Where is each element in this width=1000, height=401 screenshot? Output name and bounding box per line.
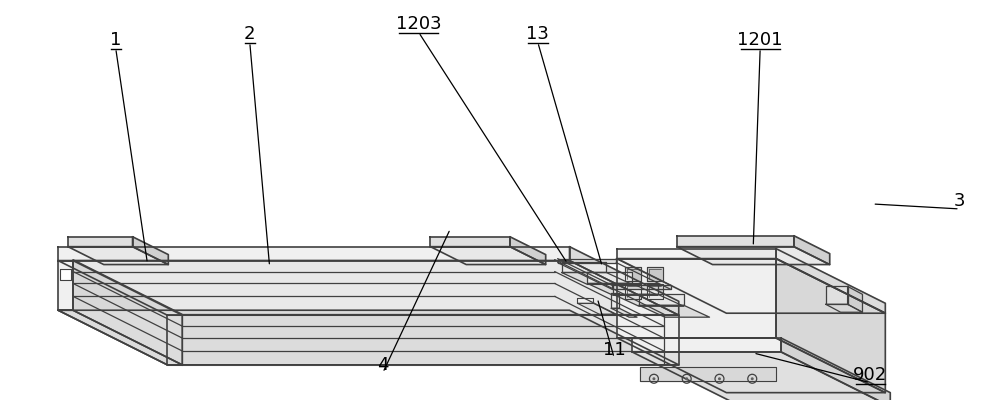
Polygon shape <box>562 273 632 285</box>
Polygon shape <box>58 247 570 261</box>
Text: 3: 3 <box>954 191 966 209</box>
Polygon shape <box>68 237 133 247</box>
Polygon shape <box>587 273 632 284</box>
Polygon shape <box>794 236 830 265</box>
Polygon shape <box>776 259 885 393</box>
Polygon shape <box>848 287 862 312</box>
Polygon shape <box>68 247 168 265</box>
Text: 11: 11 <box>603 340 626 358</box>
Polygon shape <box>632 352 890 401</box>
Polygon shape <box>167 316 679 365</box>
Circle shape <box>685 377 688 380</box>
Text: 1201: 1201 <box>737 31 783 49</box>
Polygon shape <box>625 267 641 282</box>
Polygon shape <box>611 294 619 308</box>
Polygon shape <box>617 338 885 393</box>
Text: 902: 902 <box>853 365 888 383</box>
Polygon shape <box>826 287 848 304</box>
Polygon shape <box>617 259 885 314</box>
Polygon shape <box>677 247 830 265</box>
Text: 13: 13 <box>526 25 549 43</box>
Polygon shape <box>60 269 71 281</box>
Polygon shape <box>677 236 794 247</box>
Polygon shape <box>617 249 776 259</box>
Polygon shape <box>639 306 710 318</box>
Polygon shape <box>58 261 73 310</box>
Polygon shape <box>612 286 671 290</box>
Polygon shape <box>577 299 593 304</box>
Circle shape <box>718 377 721 380</box>
Polygon shape <box>558 259 616 263</box>
Polygon shape <box>625 285 641 300</box>
Polygon shape <box>133 237 168 265</box>
Polygon shape <box>58 310 182 365</box>
Polygon shape <box>611 308 637 318</box>
Polygon shape <box>73 261 182 365</box>
Polygon shape <box>562 262 606 273</box>
Polygon shape <box>640 367 776 381</box>
Polygon shape <box>430 237 510 247</box>
Polygon shape <box>647 267 663 282</box>
Text: 1203: 1203 <box>396 15 441 33</box>
Polygon shape <box>632 338 781 352</box>
Polygon shape <box>613 284 658 295</box>
Polygon shape <box>781 338 890 401</box>
Polygon shape <box>617 259 776 338</box>
Polygon shape <box>647 285 663 300</box>
Polygon shape <box>587 284 658 296</box>
Polygon shape <box>613 295 684 306</box>
Polygon shape <box>430 247 546 265</box>
Polygon shape <box>58 261 679 316</box>
Polygon shape <box>510 237 546 265</box>
Polygon shape <box>639 295 684 306</box>
Polygon shape <box>776 249 885 314</box>
Polygon shape <box>577 304 615 314</box>
Circle shape <box>652 377 655 380</box>
Polygon shape <box>570 247 679 316</box>
Text: 4: 4 <box>377 355 389 373</box>
Text: 2: 2 <box>244 25 255 43</box>
Text: 1: 1 <box>110 31 121 49</box>
Circle shape <box>751 377 754 380</box>
Polygon shape <box>826 304 862 312</box>
Polygon shape <box>58 310 679 365</box>
